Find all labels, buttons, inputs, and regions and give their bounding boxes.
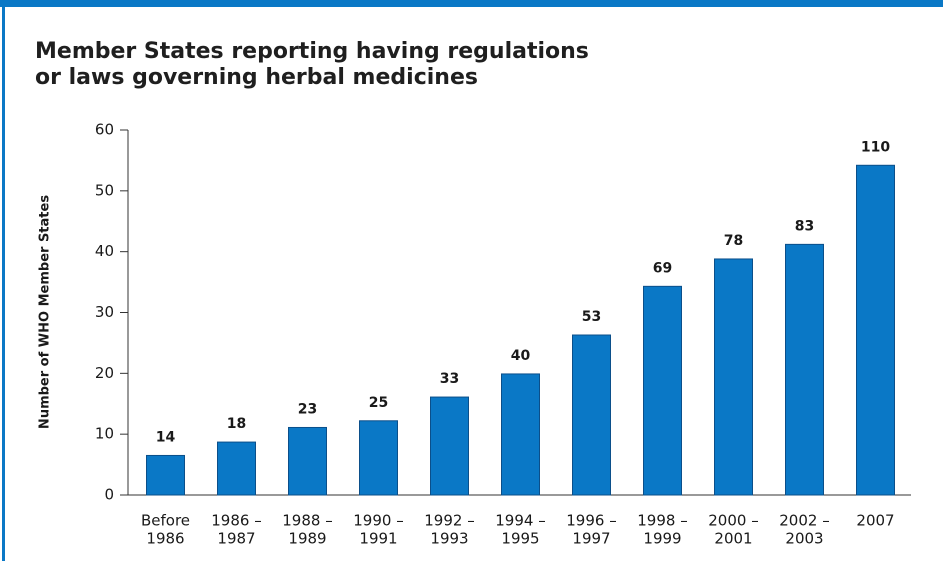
y-tick-label: 0	[104, 486, 114, 504]
value-label: 18	[227, 416, 246, 432]
x-tick-label: 1996 –	[566, 512, 616, 530]
x-tick-label: 1995	[501, 530, 539, 548]
x-tick-label: 1986	[146, 530, 184, 548]
value-label: 69	[653, 260, 672, 276]
bar	[501, 373, 540, 496]
value-label: 78	[724, 233, 743, 249]
x-tick-label: 2003	[785, 530, 823, 548]
left-border	[2, 0, 5, 561]
x-tick-label: 1994 –	[495, 512, 545, 530]
y-tick-label: 40	[95, 242, 114, 260]
y-tick-label: 20	[95, 364, 114, 382]
bar	[572, 334, 611, 496]
value-label: 33	[440, 371, 459, 387]
bar	[430, 396, 469, 496]
bar	[217, 441, 256, 496]
chart-title: or laws governing herbal medicines	[35, 65, 478, 90]
value-label: 110	[861, 139, 890, 155]
bar	[359, 420, 398, 496]
y-tick-label: 30	[95, 303, 114, 321]
value-label: 53	[582, 309, 601, 325]
x-tick-label: 1988 –	[282, 512, 332, 530]
bar	[856, 164, 895, 496]
x-tick-label: 2002 –	[779, 512, 829, 530]
x-tick-label: 2000 –	[708, 512, 758, 530]
value-label: 83	[795, 218, 814, 234]
y-tick-label: 60	[95, 121, 114, 139]
x-tick-label: 1990 –	[353, 512, 403, 530]
y-axis-label: Number of WHO Member States	[38, 195, 53, 429]
x-tick-label: 2001	[714, 530, 752, 548]
x-tick-label: 2007	[856, 512, 894, 530]
x-tick-label: Before	[141, 512, 190, 530]
x-tick-label: 1998 –	[637, 512, 687, 530]
x-tick-label: 1997	[572, 530, 610, 548]
y-tick-label: 10	[95, 425, 114, 443]
x-tick-label: 1992 –	[424, 512, 474, 530]
chart-title: Member States reporting having regulatio…	[35, 39, 589, 64]
top-border	[0, 0, 943, 7]
bar	[146, 454, 185, 496]
x-tick-label: 1991	[359, 530, 397, 548]
bar	[714, 258, 753, 496]
value-label: 25	[369, 395, 388, 411]
x-tick-label: 1999	[643, 530, 681, 548]
bar	[785, 243, 824, 496]
value-label: 40	[511, 348, 531, 364]
y-tick-label: 50	[95, 181, 114, 199]
value-label: 23	[298, 401, 317, 417]
x-tick-label: 1986 –	[211, 512, 261, 530]
bar	[643, 285, 682, 496]
x-tick-label: 1989	[288, 530, 326, 548]
x-tick-label: 1987	[217, 530, 255, 548]
x-tick-label: 1993	[430, 530, 468, 548]
bar	[288, 426, 327, 496]
value-label: 14	[156, 429, 176, 445]
